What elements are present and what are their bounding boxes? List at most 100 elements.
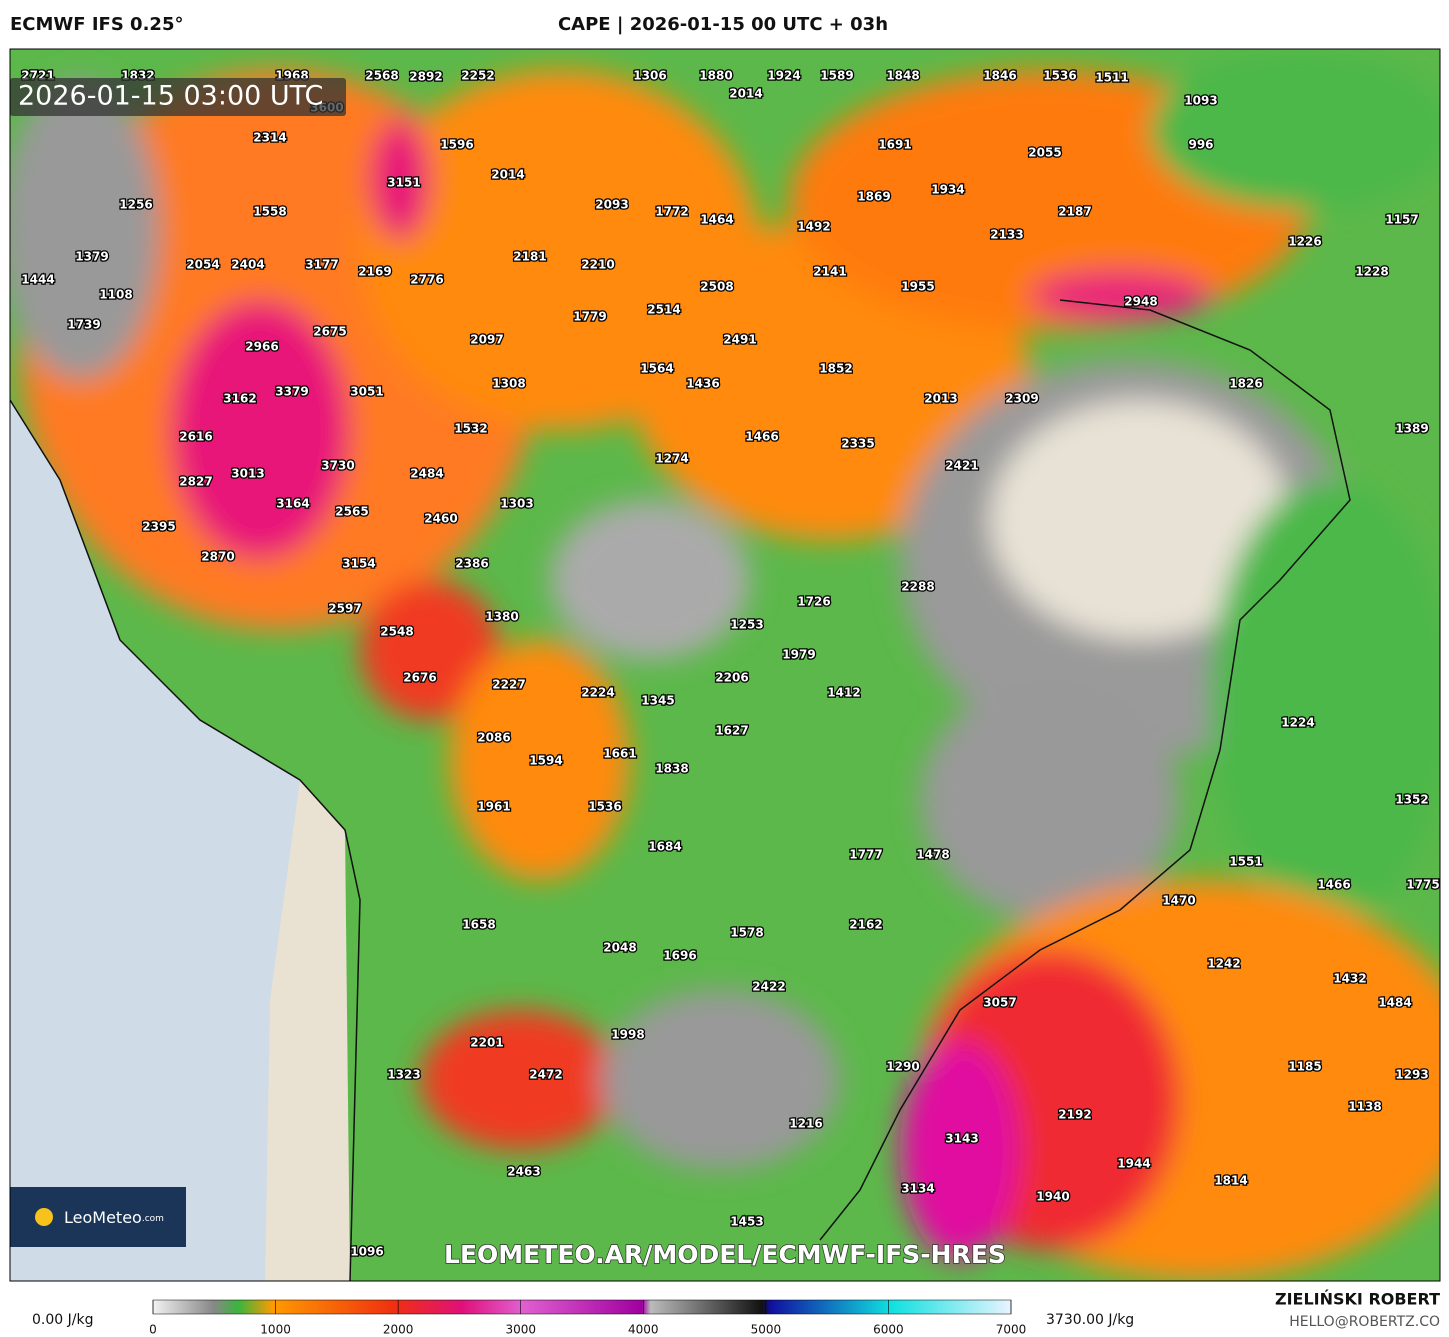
cape-value: 1464 bbox=[700, 213, 733, 227]
cape-value: 1484 bbox=[1378, 996, 1411, 1010]
cape-value: 1955 bbox=[901, 280, 934, 294]
cape-value: 1589 bbox=[820, 69, 853, 83]
cape-value: 1880 bbox=[699, 69, 732, 83]
cape-value: 3013 bbox=[231, 467, 264, 481]
cape-value: 1185 bbox=[1288, 1060, 1321, 1074]
cape-value: 2181 bbox=[513, 250, 546, 264]
cape-value: 1352 bbox=[1395, 793, 1428, 807]
cape-value: 2421 bbox=[945, 459, 978, 473]
cape-value: 1596 bbox=[440, 138, 473, 152]
cape-value: 2014 bbox=[729, 87, 762, 101]
cape-value: 2565 bbox=[335, 505, 368, 519]
cape-value: 2484 bbox=[410, 467, 443, 481]
colorbar-tick-label: 5000 bbox=[751, 1323, 782, 1337]
cape-value: 1444 bbox=[21, 273, 54, 287]
cape-value: 2676 bbox=[403, 671, 436, 685]
cape-value: 2675 bbox=[313, 325, 346, 339]
cape-value: 2314 bbox=[253, 131, 286, 145]
cape-value: 2948 bbox=[1124, 295, 1157, 309]
cape-value: 1961 bbox=[477, 800, 510, 814]
cape-value: 2206 bbox=[715, 671, 748, 685]
cape-value: 3164 bbox=[276, 497, 309, 511]
cape-value: 1290 bbox=[886, 1060, 919, 1074]
colorbar-tick-label: 1000 bbox=[260, 1323, 291, 1337]
watermark: LEOMETEO.AR/MODEL/ECMWF-IFS-HRES bbox=[444, 1240, 1006, 1269]
cape-value: 2055 bbox=[1028, 146, 1061, 160]
cape-value: 1432 bbox=[1333, 972, 1366, 986]
cape-value: 3057 bbox=[983, 996, 1016, 1010]
cape-value: 1944 bbox=[1117, 1157, 1150, 1171]
colorbar-tick-label: 0 bbox=[149, 1323, 157, 1337]
cape-value: 1564 bbox=[640, 362, 673, 376]
cape-value: 1775 bbox=[1406, 878, 1439, 892]
cape-value: 1466 bbox=[1317, 878, 1350, 892]
cape-value: 2472 bbox=[529, 1068, 562, 1082]
cape-value: 3379 bbox=[275, 385, 308, 399]
cape-value: 2288 bbox=[901, 580, 934, 594]
cape-value: 2616 bbox=[179, 430, 212, 444]
cape-value: 1256 bbox=[119, 198, 152, 212]
cape-value: 2309 bbox=[1005, 392, 1038, 406]
cape-value: 1242 bbox=[1207, 957, 1240, 971]
cape-value: 1511 bbox=[1095, 71, 1128, 85]
cape-value: 1558 bbox=[253, 205, 286, 219]
cape-value: 1826 bbox=[1229, 377, 1262, 391]
cape-value: 1093 bbox=[1184, 94, 1217, 108]
cape-value: 1466 bbox=[745, 430, 778, 444]
cape-value: 2093 bbox=[595, 198, 628, 212]
cape-value: 1772 bbox=[655, 205, 688, 219]
colorbar-max: 3730.00 J/kg bbox=[1046, 1312, 1134, 1328]
map: 2721 1832 1968 2568 2892 2252 1306 1880 1924 1589… bbox=[10, 49, 1440, 1281]
cape-value: 1108 bbox=[99, 288, 132, 302]
cape-value: 1661 bbox=[603, 747, 636, 761]
cape-value: 2395 bbox=[142, 520, 175, 534]
cape-value: 1478 bbox=[916, 848, 949, 862]
cape-value: 1470 bbox=[1162, 894, 1195, 908]
cape-value: 1389 bbox=[1395, 422, 1428, 436]
cape-value: 2966 bbox=[245, 340, 278, 354]
cape-value: 1379 bbox=[75, 250, 108, 264]
cape-value: 1846 bbox=[983, 69, 1016, 83]
cape-value: 2491 bbox=[723, 333, 756, 347]
cape-value: 2776 bbox=[410, 273, 443, 287]
cape-value: 1308 bbox=[492, 377, 525, 391]
cape-value: 1216 bbox=[789, 1117, 822, 1131]
cape-value: 3151 bbox=[387, 176, 420, 190]
cape-value: 2568 bbox=[365, 69, 398, 83]
cape-value: 2054 bbox=[186, 258, 219, 272]
cape-value: 2187 bbox=[1058, 205, 1091, 219]
cape-value: 1138 bbox=[1348, 1100, 1381, 1114]
colorbar-tick-label: 6000 bbox=[873, 1323, 904, 1337]
cape-value: 2192 bbox=[1058, 1108, 1091, 1122]
cape-value: 1436 bbox=[686, 377, 719, 391]
cape-value: 1323 bbox=[387, 1068, 420, 1082]
cape-value: 1779 bbox=[573, 310, 606, 324]
cape-value: 2508 bbox=[700, 280, 733, 294]
cape-value: 1777 bbox=[849, 848, 882, 862]
map-title: CAPE | 2026-01-15 00 UTC + 03h bbox=[558, 14, 888, 35]
cape-value: 1536 bbox=[588, 800, 621, 814]
cape-value: 3154 bbox=[342, 557, 375, 571]
cape-value: 1814 bbox=[1214, 1174, 1247, 1188]
cape-value: 1380 bbox=[485, 610, 518, 624]
colorbar-tick-label: 7000 bbox=[996, 1323, 1027, 1337]
cape-value: 1453 bbox=[730, 1215, 763, 1229]
cape-value: 1848 bbox=[886, 69, 919, 83]
cape-value: 1869 bbox=[857, 190, 890, 204]
cape-value: 1536 bbox=[1043, 69, 1076, 83]
cape-value: 2335 bbox=[841, 437, 874, 451]
cape-value: 2013 bbox=[924, 392, 957, 406]
cape-value: 1998 bbox=[611, 1028, 644, 1042]
cape-value: 1696 bbox=[663, 949, 696, 963]
cape-value: 1253 bbox=[730, 618, 763, 632]
cape-value: 1306 bbox=[633, 69, 666, 83]
cape-value: 1274 bbox=[655, 452, 688, 466]
cape-value: 2870 bbox=[201, 550, 234, 564]
cape-value: 2014 bbox=[491, 168, 524, 182]
cape-value: 2892 bbox=[409, 70, 442, 84]
logo-suffix: .com bbox=[142, 1214, 164, 1224]
cape-value: 1684 bbox=[648, 840, 681, 854]
cape-value: 2404 bbox=[231, 258, 264, 272]
cape-value: 2141 bbox=[813, 265, 846, 279]
